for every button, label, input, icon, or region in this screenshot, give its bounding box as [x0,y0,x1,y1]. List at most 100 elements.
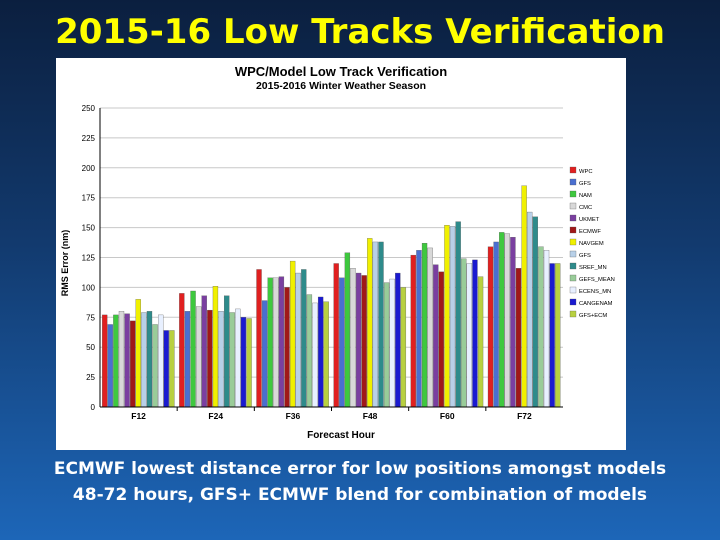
bar-f12-gfs-ecm [169,330,175,408]
bar-f12-wpc [102,314,108,408]
y-tick-label: 25 [86,373,95,382]
x-tick-label: F36 [286,411,301,421]
bar-f60-cangenam [472,259,478,408]
bar-f12-ecens-mn [158,314,164,408]
bar-f24-gfs [218,311,224,408]
x-tick-label: F12 [131,411,146,421]
legend-label: WPC [579,169,593,175]
legend-label: NAM [579,193,592,199]
bar-f48-ecmwf [361,275,367,408]
bar-f12-ecmwf [130,320,136,408]
y-tick-label: 150 [82,224,96,233]
bar-f60-wpc [410,254,417,408]
legend-label: ECENS_MN [579,289,611,295]
bar-f24-navgem [212,286,219,408]
bar-f36-ukmet [278,276,285,408]
bar-f36-cangenam [317,296,324,408]
bar-f72-cmc [504,233,510,408]
x-tick-label: F48 [363,411,378,421]
bar-f72-ecmwf [515,268,522,408]
axes: 0 25 50 75 100 125 150 175 200 225 250 F12 F24 F36 F48… [82,104,563,421]
bar-f24-cmc [195,306,202,408]
y-tick-label: 75 [86,313,95,322]
bar-f24-cangenam [240,317,247,408]
bar-f36-nam [267,277,273,408]
bar-f48-navgem [367,238,373,408]
legend-label: CANGENAM [579,301,613,307]
bar-f24-ecens-mn [235,308,241,408]
chart-panel: WPC/Model Low Track Verification 2015-20… [56,58,626,450]
bar-f60-gfs [416,250,422,408]
bar-f48-ecens-mn [389,278,395,408]
bar-f60-cmc [427,247,433,408]
legend-label: ECMWF [579,229,601,235]
bar-f72-cangenam [549,263,555,408]
bar-f72-gfs [493,241,499,408]
bar-f60-gfs-ecm [477,276,484,408]
y-tick-label: 200 [82,164,96,173]
bar-f48-sref-mn [378,241,384,408]
grid-lines [100,107,563,408]
legend-swatch [569,310,577,318]
bar-f48-gfs [339,277,345,408]
x-tick-label: F24 [208,411,223,421]
caption-line-1: ECMWF lowest distance error for low posi… [53,459,667,479]
bar-f36-gfs-ecm [323,301,329,408]
bar-f72-ecens-mn [543,250,550,408]
bar-f36-wpc [256,269,262,408]
bar-f48-gefs-mean [383,282,390,408]
bar-f36-navgem [289,260,296,408]
bar-f72-wpc [487,246,494,408]
bar-f36-ecens-mn [312,302,318,408]
bar-f36-ecmwf [284,287,290,408]
bar-f36-cmc [273,277,279,408]
x-tick-label: F72 [517,411,532,421]
legend-swatch [569,274,577,282]
bar-f60-ukmet [433,264,439,408]
bar-f12-cangenam [163,330,169,408]
x-axis-label: Forecast Hour [307,430,375,441]
bar-f12-gfs [107,324,113,408]
legend-label: CMC [579,205,592,211]
legend-swatch [569,214,577,222]
bar-f36-gefs-mean [306,294,313,408]
bar-f72-ukmet [510,237,516,408]
legend-swatch [569,250,577,258]
bar-f48-nam [344,252,351,408]
bar-f48-cangenam [395,272,401,408]
legend-label: NAVGEM [579,241,604,247]
bar-f24-ukmet [201,295,207,408]
legend-swatch [569,178,577,186]
bar-f12-ukmet [124,313,130,408]
bar-f72-gefs-mean [538,246,544,408]
bar-f60-gfs [449,226,456,408]
bar-f72-gfs-ecm [555,263,561,408]
bar-f48-ukmet [355,272,362,408]
bar-f24-gfs [184,311,191,408]
bar-f36-gfs [295,272,301,408]
legend-label: GFS [579,253,591,259]
legend-label: GFS [579,181,591,187]
bar-f60-ecmwf [438,271,445,408]
bar-f60-ecens-mn [466,263,473,408]
bar-f72-nam [499,232,505,408]
bar-f36-gfs [261,300,268,408]
bar-f24-gfs-ecm [246,318,252,408]
legend-swatch [569,190,577,198]
bar-f12-gfs [141,312,147,408]
bar-f12-gefs-mean [152,324,158,408]
y-tick-label: 225 [82,134,96,143]
bar-f60-nam [421,242,428,408]
y-tick-label: 175 [82,194,96,203]
y-axis-label: RMS Error (nm) [60,230,70,297]
legend-swatch [569,238,577,246]
bar-f24-wpc [179,293,185,408]
legend-label: SREF_MN [579,265,607,271]
legend-label: UKMET [579,217,600,223]
chart-title: WPC/Model Low Track Verification [235,64,447,79]
x-tick-label: F60 [440,411,455,421]
bar-f12-navgem [135,299,141,408]
bar-f48-wpc [333,263,339,408]
caption-line-2: 48-72 hours, GFS+ ECMWF blend for combin… [72,485,648,505]
bar-f24-sref-mn [223,295,230,408]
